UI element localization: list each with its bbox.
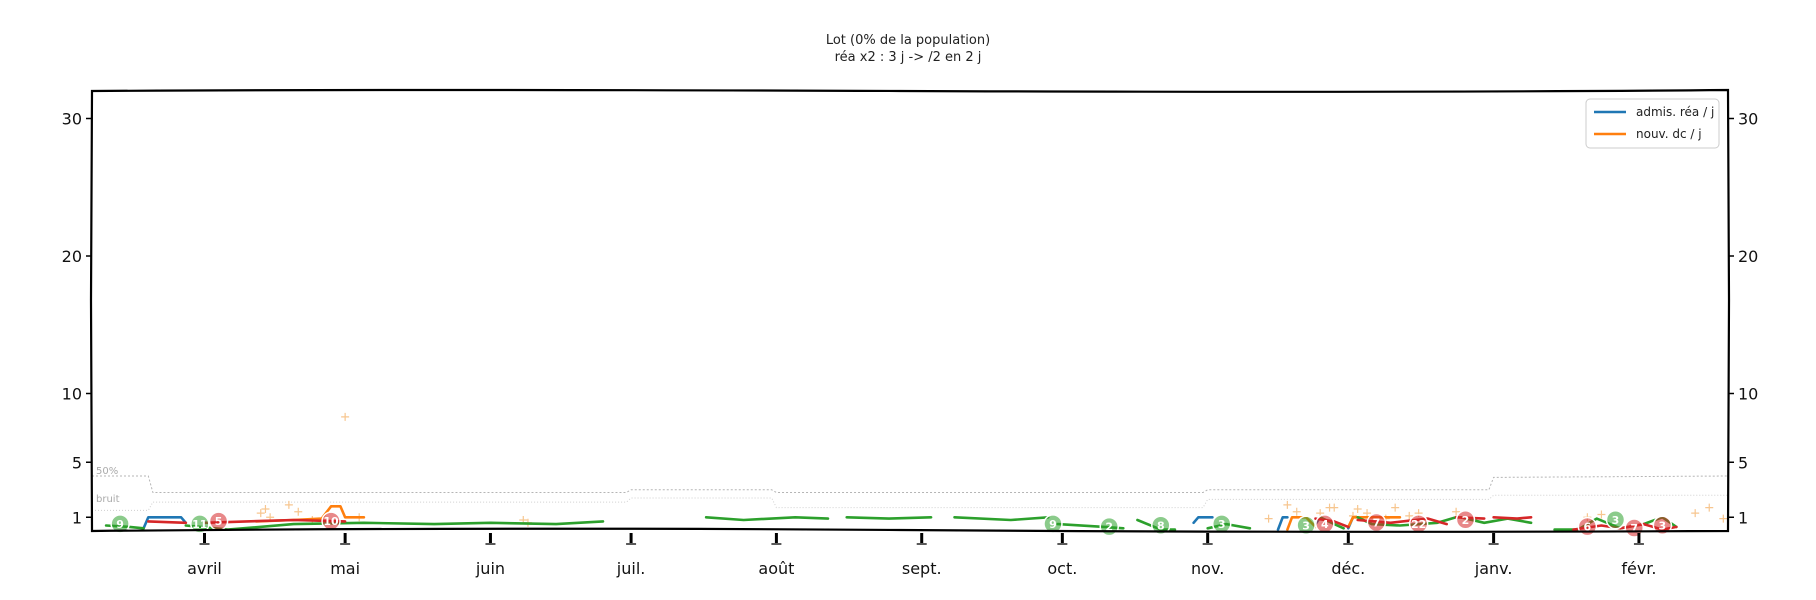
series — [104, 504, 1678, 531]
month-label-8: déc. — [1331, 559, 1365, 578]
cross-0 — [256, 509, 265, 518]
series-1-segment-0 — [254, 504, 366, 523]
marker-label-6: 8 — [1157, 519, 1165, 532]
ytick-label-left-3: 20 — [62, 247, 82, 266]
month-label-7: nov. — [1191, 559, 1224, 578]
ytick-label-left-0: 1 — [72, 508, 82, 527]
month-label-9: janv. — [1474, 559, 1513, 578]
series-3-segment-5 — [1492, 515, 1533, 520]
marker-label-16: 3 — [1659, 519, 1667, 532]
ytick-label-right-4: 30 — [1738, 110, 1758, 129]
cross-25 — [1597, 510, 1606, 519]
marker-label-5: 2 — [1105, 521, 1113, 534]
ytick-label-right-1: 5 — [1738, 453, 1748, 472]
series-2-segment-3 — [845, 515, 933, 520]
marker-label-10: 7 — [1373, 517, 1381, 530]
ytick-label-left-4: 30 — [62, 110, 82, 129]
reference-line-noise — [92, 494, 1728, 511]
chart-title: Lot (0% de la population) — [826, 33, 990, 48]
series-0-segment-1 — [1192, 515, 1214, 525]
cross-3 — [284, 500, 293, 509]
marker-0 — [110, 514, 130, 534]
ytick-label-right-0: 1 — [1738, 508, 1748, 527]
marker-14 — [1605, 510, 1626, 530]
marker-12 — [1455, 510, 1476, 530]
marker-1 — [190, 514, 210, 534]
cross-20 — [1391, 503, 1400, 512]
series-0-segment-2 — [1276, 515, 1289, 531]
month-label-1: mai — [330, 559, 360, 578]
plot-frame — [89, 88, 1731, 533]
cross-23 — [1452, 507, 1461, 516]
month-label-4: août — [758, 559, 794, 578]
marker-6 — [1151, 515, 1171, 535]
marker-label-0: 9 — [116, 518, 124, 531]
marker-label-2: 5 — [215, 515, 223, 528]
marker-9 — [1315, 514, 1335, 534]
marker-label-4: 9 — [1049, 518, 1057, 531]
series-2-segment-1 — [184, 520, 605, 531]
month-label-0: avril — [187, 559, 222, 578]
cross-15 — [1330, 503, 1339, 512]
reference-lines — [92, 475, 1729, 511]
reference-line-p50 — [92, 475, 1729, 493]
label-p50: 50% — [96, 466, 118, 477]
marker-8 — [1296, 515, 1316, 535]
series-2-segment-4 — [953, 515, 1050, 522]
cross-28 — [1719, 514, 1728, 523]
marker-7 — [1211, 514, 1232, 534]
series-3-segment-0 — [147, 520, 188, 525]
marker-label-7: 3 — [1218, 518, 1226, 531]
series-1-segment-2 — [1347, 515, 1402, 529]
cross-12 — [1292, 507, 1301, 516]
cross-6 — [341, 412, 350, 421]
marker-label-3: 10 — [323, 515, 339, 528]
marker-label-1: 11 — [192, 518, 207, 531]
marker-label-12: 2 — [1462, 514, 1470, 527]
cross-10 — [1264, 514, 1273, 523]
legend-label-admissions: admis. réa / j — [1636, 105, 1714, 119]
cross-26 — [1691, 509, 1700, 518]
ytick-label-right-3: 20 — [1738, 247, 1758, 266]
cross-18 — [1363, 509, 1372, 518]
month-label-2: juin — [475, 559, 505, 578]
marker-4 — [1043, 514, 1063, 534]
ytick-label-left-1: 5 — [72, 453, 82, 472]
legend: admis. réa / j nouv. dc / j — [1585, 98, 1720, 149]
label-noise: bruit — [96, 494, 120, 505]
chart-subtitle: réa x2 : 3 j -> /2 en 2 j — [835, 50, 982, 65]
cross-21 — [1405, 511, 1414, 520]
marker-15 — [1624, 518, 1644, 538]
marker-label-8: 3 — [1302, 519, 1310, 532]
series-2-segment-2 — [704, 515, 830, 522]
marker-label-11: 22 — [1411, 518, 1426, 531]
month-label-10: févr. — [1621, 559, 1656, 578]
marker-16 — [1652, 515, 1673, 535]
cross-17 — [1353, 505, 1362, 513]
ytick-label-left-2: 10 — [62, 385, 82, 404]
marker-label-13: 6 — [1584, 521, 1592, 534]
ytick-label-right-2: 10 — [1738, 385, 1758, 404]
cross-27 — [1705, 503, 1714, 512]
month-label-6: oct. — [1047, 559, 1077, 578]
month-label-5: sept. — [902, 559, 942, 578]
cross-4 — [294, 507, 303, 516]
cross-1 — [261, 505, 270, 513]
series-0-segment-0 — [142, 515, 188, 530]
marker-label-14: 3 — [1612, 514, 1620, 527]
month-label-3: juil. — [616, 559, 646, 578]
legend-label-deaths: nouv. dc / j — [1636, 127, 1702, 141]
cross-11 — [1283, 500, 1292, 509]
marker-label-15: 7 — [1630, 522, 1638, 535]
marker-label-9: 4 — [1321, 518, 1329, 531]
crosses — [256, 412, 1728, 527]
